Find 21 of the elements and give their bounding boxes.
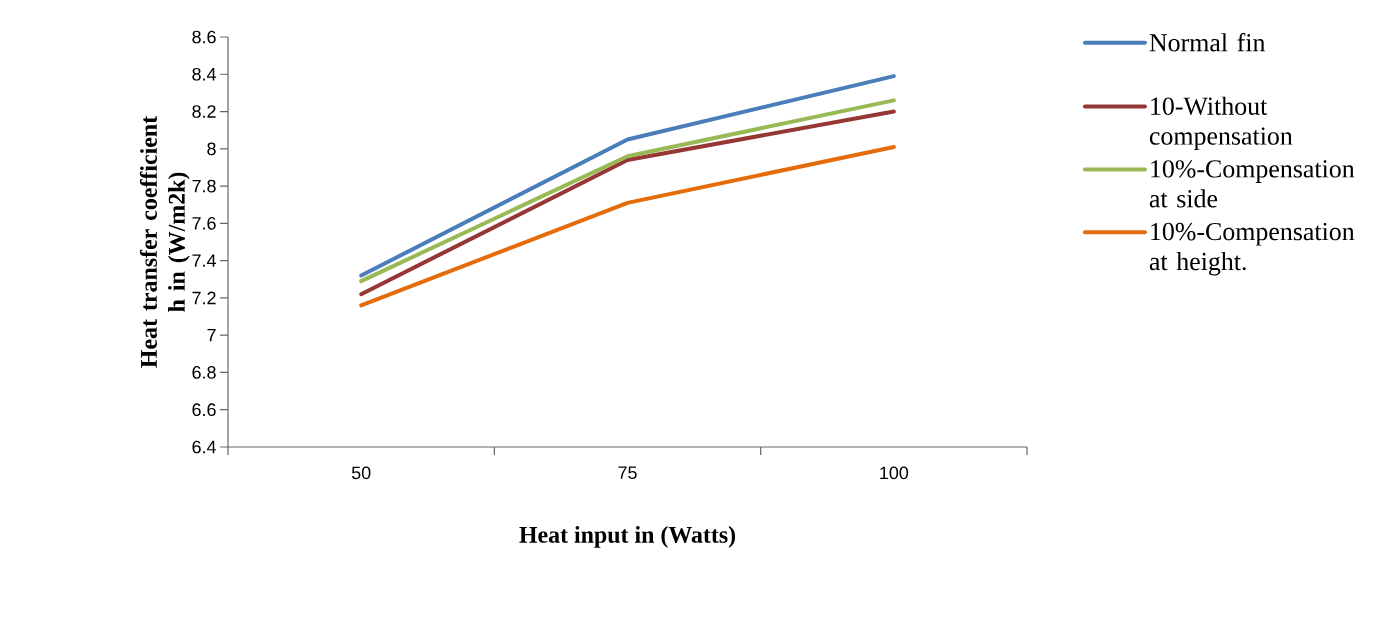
y-tick-label: 6.6 <box>192 403 216 417</box>
x-axis-title: Heat input in (Watts) <box>519 526 736 548</box>
y-tick-label: 8 <box>207 142 216 156</box>
y-tick-label: 8.4 <box>192 67 216 81</box>
y-tick-label: 6.8 <box>192 366 216 379</box>
y-tick-label: 7.8 <box>192 179 216 193</box>
x-tick-label: 75 <box>618 466 637 480</box>
y-tick-label: 8.2 <box>192 105 216 118</box>
legend-label: 10-Without compensation <box>1149 96 1293 151</box>
y-tick-label: 7.6 <box>192 216 216 230</box>
y-tick-label: 7.4 <box>192 254 216 267</box>
legend-label: Normal fin <box>1149 32 1266 52</box>
y-tick-label: 7 <box>207 328 216 342</box>
y-axis-title: Heat transfer coefficient h in (W/m2k) <box>139 115 190 368</box>
legend-label: 10%-Compensation at height. <box>1149 222 1355 276</box>
y-tick-label: 8.6 <box>192 30 216 44</box>
x-tick-label: 50 <box>351 466 371 480</box>
x-tick-label: 100 <box>880 466 909 480</box>
y-tick-label: 7.2 <box>192 291 216 305</box>
legend-label: 10%-Compensation at side <box>1149 160 1355 208</box>
y-tick-label: 6.4 <box>192 440 216 454</box>
